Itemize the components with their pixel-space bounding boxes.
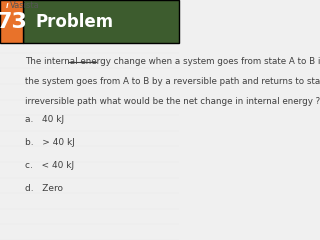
Text: b.   > 40 kJ: b. > 40 kJ [25,138,75,147]
Text: irreversible path what would be the net change in internal energy ?: irreversible path what would be the net … [25,97,320,106]
Text: d.   Zero: d. Zero [25,184,63,193]
Text: i: i [6,3,8,9]
Text: c.   < 40 kJ: c. < 40 kJ [25,161,74,170]
Text: the system goes from A to B by a reversible path and returns to state A by an: the system goes from A to B by a reversi… [25,77,320,86]
Text: The internal energy change when a system goes from state A to B is 40 kJ/mol. If: The internal energy change when a system… [25,57,320,66]
Text: Problem: Problem [36,12,114,30]
Text: a.   40 kJ: a. 40 kJ [25,115,64,125]
Text: ●: ● [3,1,10,11]
Text: 73: 73 [0,12,27,32]
FancyBboxPatch shape [23,0,179,43]
Text: Vasista: Vasista [10,1,40,11]
FancyBboxPatch shape [0,0,23,43]
